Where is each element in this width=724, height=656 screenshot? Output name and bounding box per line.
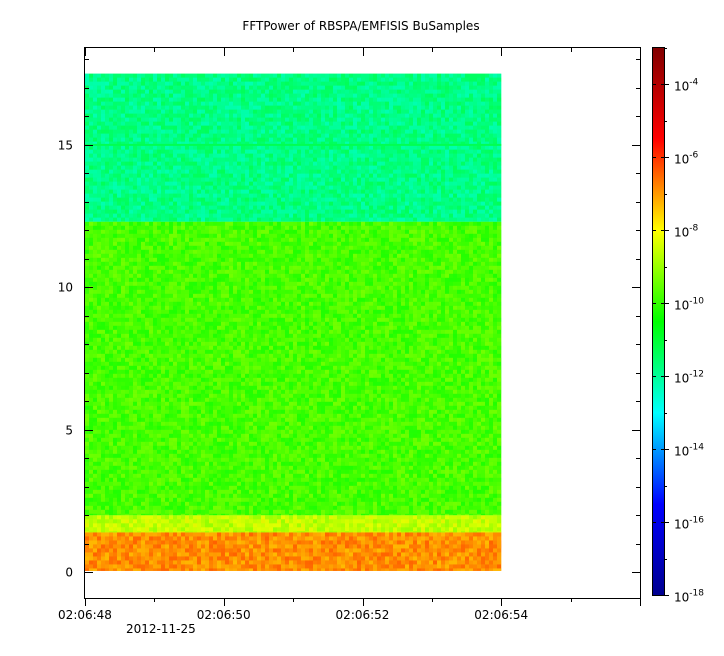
y-tick-label: 15 [58,139,73,153]
colorbar-ticks: 10-18 10-16 10-14 10-12 10-10 10-8 10-6 10-4 [652,48,704,605]
y-tick-label: 0 [65,566,73,580]
y-tick-label: 5 [65,424,73,438]
spectrogram-band [85,515,502,533]
x-tick-label: 02:06:52 [336,608,390,622]
spectrogram-band [85,221,502,516]
x-date-label: 2012-11-25 [126,622,196,636]
spectrogram-band [85,73,502,222]
y-axis: 0 5 10 15 [58,59,640,580]
x-tick-label: 02:06:50 [197,608,251,622]
colorbar: 10-18 10-16 10-14 10-12 10-10 10-8 10-6 10-4 [652,47,704,605]
colorbar-tick-label: 10-8 [674,224,699,240]
spectrogram-image [85,73,502,571]
spectral-line [85,143,502,146]
spectrogram-band [85,532,502,571]
y-tick-label: 10 [58,281,73,295]
x-axis: 02:06:48 02:06:50 02:06:52 02:06:54 [58,48,641,622]
x-tick-label: 02:06:48 [58,608,112,622]
colorbar-tick-label: 10-14 [674,443,704,459]
x-tick-label: 02:06:54 [474,608,528,622]
colorbar-tick-label: 10-12 [674,370,704,386]
colorbar-gradient [652,47,665,596]
colorbar-tick-label: 10-6 [674,151,699,167]
colorbar-tick-label: 10-4 [674,78,699,94]
colorbar-tick-label: 10-16 [674,516,704,532]
colorbar-tick-label: 10-18 [674,589,704,605]
chart-title: FFTPower of RBSPA/EMFISIS BuSamples [242,19,479,33]
colorbar-tick-label: 10-10 [674,297,704,313]
